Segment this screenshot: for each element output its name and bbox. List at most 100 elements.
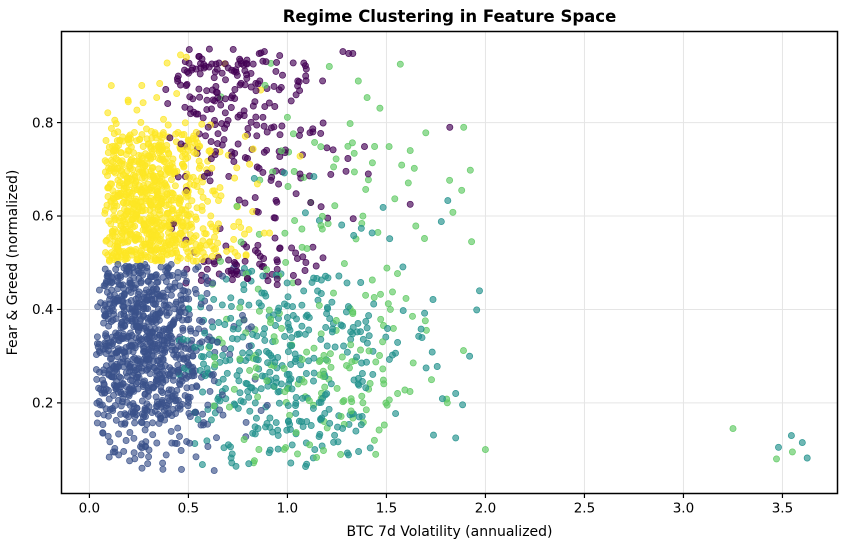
data-point — [179, 324, 187, 332]
data-point — [149, 431, 157, 439]
data-point — [136, 135, 144, 143]
data-point — [310, 369, 318, 377]
data-point — [415, 332, 423, 340]
data-point — [299, 394, 307, 402]
data-point — [266, 414, 274, 422]
data-point — [164, 286, 172, 294]
data-point — [192, 257, 200, 265]
data-point — [188, 197, 196, 205]
data-point — [315, 301, 323, 309]
data-point — [421, 317, 429, 325]
data-point — [261, 103, 269, 111]
data-point — [225, 403, 233, 411]
data-point — [102, 249, 109, 257]
data-point — [209, 323, 217, 331]
data-point — [112, 349, 120, 357]
data-point — [190, 234, 198, 242]
data-point — [245, 226, 253, 234]
data-point — [370, 300, 378, 308]
data-point — [165, 397, 173, 405]
data-point — [212, 190, 219, 198]
data-point — [240, 436, 248, 443]
data-point — [285, 417, 292, 425]
data-point — [168, 176, 175, 184]
data-point — [204, 336, 212, 343]
data-point — [231, 86, 239, 93]
data-point — [225, 172, 233, 180]
data-point — [203, 290, 211, 297]
data-point — [111, 299, 119, 307]
data-point — [203, 87, 211, 95]
data-point — [142, 243, 150, 251]
data-point — [199, 114, 207, 122]
data-point — [181, 119, 189, 127]
data-point — [147, 201, 155, 209]
data-point — [449, 208, 457, 216]
data-point — [208, 105, 215, 113]
data-point — [301, 267, 309, 274]
data-point — [459, 401, 467, 409]
data-point — [276, 245, 284, 253]
data-point — [94, 410, 102, 418]
data-point — [234, 404, 242, 412]
data-point — [318, 212, 326, 220]
data-point — [243, 275, 251, 283]
data-point — [162, 308, 170, 316]
data-point — [147, 338, 155, 346]
data-point — [213, 65, 221, 73]
data-point — [290, 168, 298, 175]
data-point — [283, 426, 291, 434]
data-point — [344, 142, 352, 150]
data-point — [106, 355, 114, 363]
data-point — [377, 290, 384, 298]
data-point — [312, 262, 320, 270]
data-point — [107, 164, 115, 172]
data-point — [319, 77, 327, 85]
data-point — [166, 370, 174, 378]
data-point — [105, 453, 113, 461]
data-point — [295, 417, 303, 425]
data-point — [460, 123, 468, 131]
data-point — [346, 120, 354, 128]
data-point — [168, 386, 175, 394]
data-point — [160, 301, 168, 309]
data-point — [277, 147, 285, 155]
data-point — [239, 333, 247, 341]
data-point — [260, 229, 268, 237]
data-point — [307, 422, 315, 429]
data-point — [93, 333, 101, 341]
data-point — [153, 278, 161, 286]
data-point — [349, 308, 357, 316]
data-point — [294, 278, 302, 286]
data-point — [123, 179, 131, 187]
data-point — [412, 222, 420, 230]
data-point — [134, 208, 142, 216]
data-point — [191, 408, 199, 416]
data-point — [389, 288, 396, 296]
data-point — [219, 375, 227, 383]
data-point — [209, 96, 217, 104]
data-point — [324, 274, 332, 282]
data-point — [236, 304, 244, 312]
data-point — [157, 387, 165, 395]
data-point — [145, 363, 153, 371]
data-point — [208, 164, 216, 172]
data-point — [215, 319, 223, 326]
data-point — [140, 220, 148, 228]
data-point — [437, 218, 445, 226]
data-point — [211, 117, 218, 124]
data-point — [199, 193, 207, 201]
data-point — [274, 431, 282, 439]
data-point — [169, 376, 177, 384]
data-point — [278, 122, 286, 130]
data-point — [358, 370, 366, 377]
data-point — [104, 432, 112, 440]
data-point — [147, 347, 155, 355]
data-point — [306, 129, 314, 137]
data-point — [186, 105, 194, 113]
data-point — [284, 183, 292, 190]
data-point — [291, 350, 299, 358]
data-point — [166, 364, 174, 372]
data-point — [361, 143, 368, 151]
data-point — [428, 376, 435, 384]
